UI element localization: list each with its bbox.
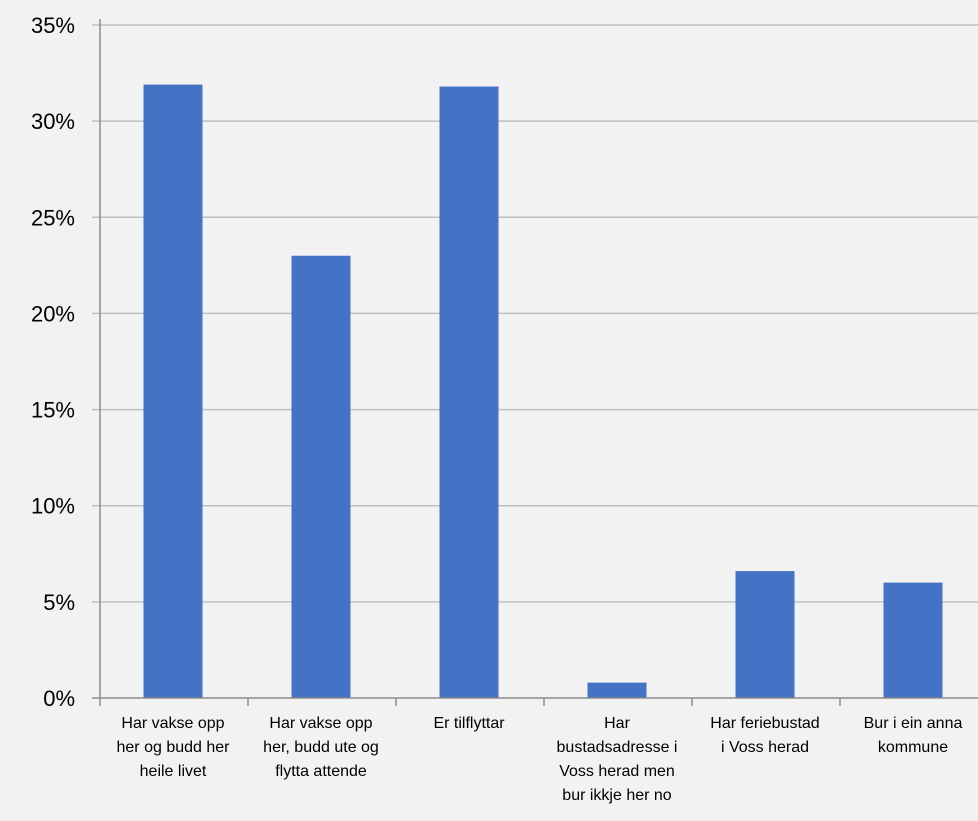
x-tick-label-line: Har feriebustad bbox=[710, 715, 819, 732]
x-tick-label-line: heile livet bbox=[140, 763, 207, 780]
bars bbox=[144, 85, 943, 698]
x-tick-label: Bur i ein anna kommune bbox=[864, 715, 963, 756]
x-tick-label: Har vakse opp her, budd ute og flytta atte… bbox=[263, 715, 379, 780]
x-tick-label-line: Har vakse opp bbox=[121, 715, 224, 732]
y-tick-label: 10% bbox=[31, 494, 75, 519]
x-tick-label-line: her, budd ute og bbox=[263, 739, 379, 756]
x-tick-label-line: bustadsadresse i bbox=[557, 739, 678, 756]
x-tick-label-line: Bur i ein anna bbox=[864, 715, 963, 732]
x-tick-label: Er tilflyttar bbox=[433, 715, 505, 732]
x-tick-label-line: Har bbox=[604, 715, 630, 732]
y-tick-label: 35% bbox=[31, 13, 75, 38]
x-tick-label-line: flytta attende bbox=[275, 763, 367, 780]
y-tick-label: 5% bbox=[43, 590, 75, 615]
x-tick-label-line: her og budd her bbox=[117, 739, 231, 756]
bar bbox=[144, 85, 203, 698]
y-tick-label: 15% bbox=[31, 398, 75, 423]
x-tick-label-line: bur ikkje her no bbox=[562, 787, 671, 804]
y-tick-label: 20% bbox=[31, 301, 75, 326]
bar bbox=[292, 256, 351, 698]
bar bbox=[884, 583, 943, 698]
x-tick-label-line: Er tilflyttar bbox=[433, 715, 505, 732]
gridlines bbox=[92, 25, 978, 602]
x-tick-label-line: kommune bbox=[878, 739, 948, 756]
y-tick-label: 25% bbox=[31, 205, 75, 230]
x-tick-label: Har feriebustad i Voss herad bbox=[710, 715, 819, 756]
x-tick-label-line: Voss herad men bbox=[559, 763, 675, 780]
bar bbox=[736, 571, 795, 698]
bar bbox=[588, 683, 647, 698]
axes bbox=[92, 19, 978, 706]
y-tick-label: 30% bbox=[31, 109, 75, 134]
x-tick-label-line: i Voss herad bbox=[721, 739, 809, 756]
x-tick-label: Har bustadsadresse i Voss herad men bur ikk… bbox=[557, 715, 678, 804]
x-axis-tick-labels: Har vakse opp her og budd her heile livetH… bbox=[117, 715, 963, 804]
y-tick-label: 0% bbox=[43, 686, 75, 711]
bar bbox=[440, 87, 499, 698]
x-tick-label-line: Har vakse opp bbox=[269, 715, 372, 732]
y-axis-tick-labels: 0% 5% 10% 15% 20% 25% 30% 35% bbox=[31, 13, 75, 711]
x-tick-label: Har vakse opp her og budd her heile livet bbox=[117, 715, 231, 780]
